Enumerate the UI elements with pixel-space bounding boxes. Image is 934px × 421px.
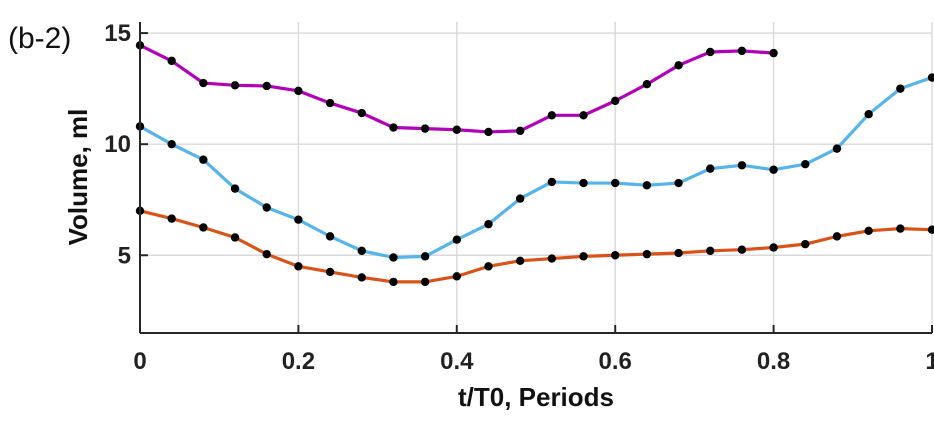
series-line-2 bbox=[138, 209, 934, 284]
series-0-point-8 bbox=[389, 123, 398, 132]
series-1-point-14 bbox=[579, 178, 588, 188]
series-1-point-17 bbox=[674, 178, 683, 188]
series-lines bbox=[138, 43, 934, 284]
x-axis-label: t/T0, Periods bbox=[458, 382, 614, 412]
series-0-point-15 bbox=[611, 96, 620, 106]
series-0-point-14 bbox=[579, 111, 588, 120]
x-tick-label-1: 0.2 bbox=[282, 348, 315, 375]
series-0-point-4 bbox=[262, 81, 271, 91]
y-tick-label-0: 5 bbox=[118, 242, 131, 269]
series-1-point-5 bbox=[294, 215, 303, 224]
series-2-point-3 bbox=[230, 233, 240, 242]
series-1-point-8 bbox=[389, 253, 398, 262]
series-1-point-16 bbox=[642, 181, 652, 190]
series-2-point-15 bbox=[611, 251, 620, 260]
series-1-point-22 bbox=[832, 144, 842, 153]
series-2-point-18 bbox=[706, 246, 715, 256]
series-1-point-15 bbox=[611, 178, 620, 188]
series-0-point-18 bbox=[706, 47, 715, 57]
series-1-point-10 bbox=[452, 235, 461, 244]
series-0-point-3 bbox=[230, 81, 240, 90]
series-2-point-14 bbox=[579, 252, 588, 261]
series-1-point-21 bbox=[801, 159, 810, 169]
series-2-point-10 bbox=[452, 272, 461, 281]
series-2-point-4 bbox=[262, 249, 271, 259]
series-1-point-12 bbox=[515, 194, 525, 203]
series-0-point-16 bbox=[642, 80, 652, 89]
series-line-1 bbox=[138, 75, 934, 260]
series-0-point-13 bbox=[547, 111, 557, 120]
grid bbox=[139, 22, 933, 333]
series-2-point-5 bbox=[294, 262, 303, 271]
panel-label: (b-2) bbox=[8, 22, 71, 55]
series-1-point-3 bbox=[230, 184, 240, 193]
series-2-point-22 bbox=[832, 232, 842, 241]
series-points bbox=[135, 41, 934, 287]
series-0-point-6 bbox=[325, 98, 335, 108]
series-2-point-16 bbox=[642, 249, 652, 259]
series-1-point-20 bbox=[769, 165, 778, 174]
series-1-point-19 bbox=[737, 161, 747, 170]
series-2-point-17 bbox=[674, 248, 683, 258]
series-2-point-19 bbox=[737, 245, 747, 254]
series-0-point-12 bbox=[515, 126, 525, 136]
x-tick-label-3: 0.6 bbox=[599, 348, 632, 375]
x-tick-label-2: 0.4 bbox=[440, 348, 474, 375]
series-1-point-18 bbox=[706, 164, 715, 173]
x-axis-ticks: 0 0.2 0.4 0.6 0.8 1 bbox=[133, 325, 934, 375]
series-1-point-13 bbox=[547, 177, 557, 187]
series-2-point-25 bbox=[927, 225, 934, 234]
series-2-point-2 bbox=[199, 223, 208, 232]
series-1-point-7 bbox=[357, 246, 366, 256]
series-2-point-7 bbox=[357, 273, 366, 282]
series-2-point-24 bbox=[896, 224, 905, 233]
series-0-point-7 bbox=[357, 108, 366, 118]
series-2-point-8 bbox=[389, 277, 398, 287]
series-1-point-6 bbox=[325, 232, 335, 241]
y-axis-label: Volume, ml bbox=[63, 109, 93, 246]
y-tick-label-2: 15 bbox=[104, 20, 131, 47]
series-1-point-11 bbox=[484, 219, 493, 229]
series-1-point-1 bbox=[167, 139, 176, 149]
x-tick-label-5: 1 bbox=[925, 348, 934, 375]
series-2-point-21 bbox=[801, 239, 810, 249]
series-1-point-4 bbox=[262, 203, 271, 212]
series-1-point-24 bbox=[896, 84, 905, 93]
series-2-point-12 bbox=[515, 256, 525, 266]
series-2-point-20 bbox=[769, 243, 778, 252]
series-1-point-23 bbox=[864, 109, 873, 119]
y-axis-ticks: 5 10 15 bbox=[104, 20, 148, 269]
series-0-point-20 bbox=[769, 48, 778, 58]
series-0-point-9 bbox=[420, 124, 430, 133]
series-1-point-25 bbox=[927, 73, 934, 82]
series-0-point-19 bbox=[737, 46, 747, 56]
y-tick-label-1: 10 bbox=[104, 131, 131, 158]
series-1-point-9 bbox=[420, 252, 430, 261]
series-1-point-2 bbox=[199, 155, 208, 164]
series-0-point-17 bbox=[674, 61, 683, 70]
series-0-point-2 bbox=[199, 78, 208, 88]
series-2-point-1 bbox=[167, 214, 176, 223]
x-tick-label-4: 0.8 bbox=[757, 348, 790, 375]
series-2-point-6 bbox=[325, 267, 335, 277]
x-tick-label-0: 0 bbox=[133, 348, 146, 375]
series-2-point-13 bbox=[547, 254, 557, 263]
series-0-point-11 bbox=[484, 127, 493, 137]
series-0-point-10 bbox=[452, 125, 461, 134]
series-2-point-23 bbox=[864, 226, 873, 236]
series-0-point-5 bbox=[294, 86, 303, 96]
series-0-point-1 bbox=[167, 56, 176, 66]
series-2-point-11 bbox=[484, 262, 493, 271]
series-2-point-9 bbox=[420, 277, 430, 287]
